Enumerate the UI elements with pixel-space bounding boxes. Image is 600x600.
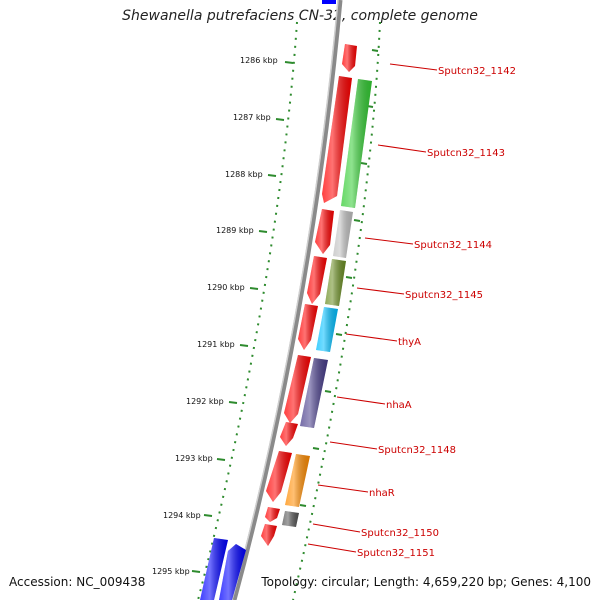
accession-text: Accession: NC_009438: [9, 575, 146, 589]
kbp-label-1295: 1295 kbp: [152, 567, 190, 576]
kbp-tick-1292: 1292 kbp: [186, 397, 238, 406]
kbp-tick-1290: 1290 kbp: [207, 283, 259, 292]
gene-arrow-minus: [265, 507, 280, 522]
gene-label-sputcn32-1148: Sputcn32_1148: [378, 445, 456, 456]
minus-strand-genes: [261, 44, 357, 546]
kbp-tick-1291: 1291 kbp: [197, 340, 249, 349]
gene-label-sputcn32-1144: Sputcn32_1144: [414, 240, 492, 251]
inner-dotted-track: [292, 21, 381, 600]
gene-label-sputcn32-1151: Sputcn32_1151: [357, 548, 435, 559]
label-leaders: [307, 63, 438, 553]
gene-labels: Sputcn32_1142 Sputcn32_1143 Sputcn32_114…: [357, 66, 516, 559]
gene-arrow-minus: [342, 44, 357, 72]
bottom-partial-genes: [200, 538, 246, 600]
gene-bar-sputcn32-1150: [282, 511, 299, 527]
kbp-label-1287: 1287 kbp: [233, 113, 271, 122]
gene-bar-sputcn32-1143: [341, 79, 372, 208]
kbp-tick-1286: 1286 kbp: [240, 56, 294, 65]
gene-arrow-minus: [315, 209, 334, 254]
kbp-label-1293: 1293 kbp: [175, 454, 213, 463]
plus-strand-genes: [282, 79, 372, 527]
gene-label-sputcn32-1150: Sputcn32_1150: [361, 528, 439, 539]
gene-bar-sputcn32-1144: [333, 210, 353, 258]
gene-arrow-minus: [322, 76, 352, 203]
kbp-label-1288: 1288 kbp: [225, 170, 263, 179]
genome-backbone-highlight: [231, 0, 339, 600]
kbp-tick-1288: 1288 kbp: [225, 170, 277, 179]
gene-bar-nhaa: [300, 358, 328, 428]
gene-label-thya: thyA: [398, 337, 421, 348]
kbp-label-1290: 1290 kbp: [207, 283, 245, 292]
gene-label-nhar: nhaR: [369, 488, 395, 499]
kbp-label-1289: 1289 kbp: [216, 226, 254, 235]
gene-label-sputcn32-1142: Sputcn32_1142: [438, 66, 516, 77]
page-title: Shewanella putrefaciens CN-32, complete …: [122, 8, 478, 24]
gene-bar-thya: [316, 307, 338, 352]
gene-arrow-minus: [307, 256, 327, 304]
gene-arrow-minus: [280, 422, 298, 446]
gene-arrow-minus: [261, 524, 277, 546]
top-partial-gene: [322, 0, 336, 4]
gene-label-sputcn32-1145: Sputcn32_1145: [405, 290, 483, 301]
gene-arrow-minus: [284, 355, 311, 423]
kbp-tick-1289: 1289 kbp: [216, 226, 268, 235]
gene-label-nhaa: nhaA: [386, 400, 412, 411]
kbp-label-1294: 1294 kbp: [163, 511, 201, 520]
kbp-label-1292: 1292 kbp: [186, 397, 224, 406]
outer-dotted-track: [197, 21, 298, 600]
kbp-label-1286: 1286 kbp: [240, 56, 278, 65]
kbp-tick-1294: 1294 kbp: [163, 511, 213, 520]
kbp-tick-1287: 1287 kbp: [233, 113, 285, 122]
gene-bar-nhar: [285, 454, 310, 507]
scale-ticks: 1286 kbp 1287 kbp 1288 kbp 1289 kbp 1290…: [152, 49, 379, 576]
kbp-tick-1293: 1293 kbp: [175, 454, 226, 463]
topology-text: Topology: circular; Length: 4,659,220 bp…: [261, 575, 591, 589]
gene-arrow-minus: [266, 451, 292, 502]
kbp-label-1291: 1291 kbp: [197, 340, 235, 349]
gene-bar-sputcn32-1145: [325, 259, 346, 306]
kbp-tick-1295: 1295 kbp: [152, 567, 201, 576]
gene-arrow-minus: [298, 304, 318, 350]
gene-label-sputcn32-1143: Sputcn32_1143: [427, 148, 505, 159]
genome-backbone: [231, 0, 343, 600]
